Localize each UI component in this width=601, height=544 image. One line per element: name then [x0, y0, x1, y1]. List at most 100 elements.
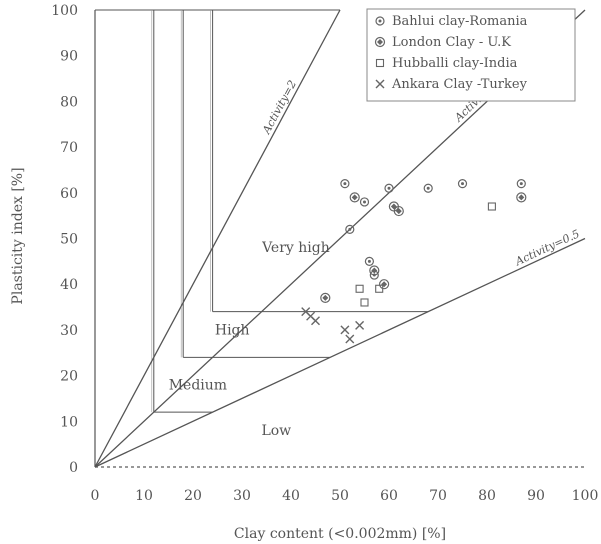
- legend-marker: [375, 16, 385, 26]
- marker-dot: [378, 19, 382, 23]
- marker-ring: [516, 192, 527, 203]
- marker-ring: [364, 256, 374, 266]
- marker-ring: [349, 192, 360, 203]
- data-point: [345, 224, 355, 234]
- data-point: [360, 298, 369, 307]
- marker-dot: [519, 182, 523, 186]
- data-point: [487, 202, 496, 211]
- marker-diamond: [371, 267, 378, 274]
- y-tick-label: 50: [60, 232, 78, 248]
- y-tick-label: 60: [60, 186, 78, 202]
- zone-label: Very high: [261, 240, 330, 256]
- legend-entry: Ankara Clay -Turkey: [391, 77, 528, 92]
- data-point: [423, 183, 433, 193]
- marker-stroke: [345, 334, 355, 344]
- marker-stroke: [355, 320, 365, 330]
- x-tick-label: 100: [572, 488, 599, 504]
- y-tick-label: 20: [60, 369, 78, 385]
- data-point: [516, 192, 527, 203]
- marker-diamond: [322, 294, 329, 301]
- y-tick-label: 70: [60, 140, 78, 156]
- marker-diamond: [518, 194, 525, 201]
- data-point: [355, 284, 364, 293]
- marker-ring: [340, 179, 350, 189]
- marker-dot: [348, 227, 352, 231]
- marker-stroke: [340, 325, 350, 335]
- y-tick-label: 80: [60, 94, 78, 110]
- data-point: [384, 183, 394, 193]
- data-point: [369, 265, 380, 276]
- data-point: [311, 316, 320, 326]
- y-axis-label: Plasticity index [%]: [10, 167, 26, 304]
- x-tick-label: 0: [91, 488, 100, 504]
- marker-ring: [516, 179, 526, 189]
- zone-label: High: [215, 322, 250, 338]
- data-point: [340, 325, 350, 335]
- marker-stroke: [375, 79, 385, 89]
- marker-ring: [374, 36, 386, 48]
- zone-boundaries: [151, 10, 429, 413]
- y-tick-label: 40: [60, 277, 78, 293]
- x-tick-label: 40: [282, 488, 300, 504]
- marker-diamond: [377, 39, 383, 45]
- legend-entry: Bahlui clay-Romania: [392, 14, 528, 29]
- data-point: [345, 334, 355, 344]
- marker-stroke: [301, 307, 311, 317]
- series-ankara-clay-turkey: [301, 307, 365, 344]
- marker-diamond: [395, 208, 402, 215]
- marker-diamond: [381, 281, 388, 288]
- y-tick-label: 100: [51, 3, 78, 19]
- marker-ring: [320, 292, 331, 304]
- data-points: [301, 179, 527, 344]
- zone-labels: Low Medium High Very high: [169, 240, 330, 439]
- x-tick-label: 60: [380, 488, 398, 504]
- legend-marker: [375, 79, 385, 89]
- marker-stroke: [311, 316, 320, 326]
- x-tick-label: 30: [233, 488, 251, 504]
- legend-marker: [374, 36, 386, 48]
- zone-label: Medium: [169, 377, 227, 393]
- x-tick-label: 90: [527, 488, 545, 504]
- data-point: [340, 179, 350, 189]
- marker-ring: [369, 265, 380, 276]
- marker-ring: [384, 183, 394, 193]
- data-point: [364, 256, 374, 266]
- activity-line-label: Activity=2: [259, 78, 299, 137]
- data-point: [393, 205, 404, 217]
- x-tick-label: 10: [135, 488, 153, 504]
- x-axis-ticks: 0 10 20 30 40 50 60 70 80 90 100: [91, 488, 599, 504]
- legend-entry: London Clay - U.K: [392, 35, 511, 50]
- activity-line: [94, 237, 586, 468]
- marker-ring: [345, 224, 355, 234]
- data-point: [349, 192, 360, 203]
- data-point: [359, 197, 370, 207]
- marker-diamond: [390, 203, 397, 210]
- marker-diamond: [351, 194, 358, 201]
- data-point: [320, 292, 331, 304]
- zone-label: Low: [261, 423, 291, 439]
- data-point: [355, 320, 365, 330]
- marker-ring: [423, 183, 433, 193]
- marker-dot: [363, 200, 366, 204]
- x-tick-label: 80: [478, 488, 496, 504]
- y-tick-label: 30: [60, 323, 78, 339]
- legend-box: [366, 8, 576, 102]
- series-hubballi-clay-india: [355, 202, 496, 307]
- marker-dot: [343, 182, 347, 186]
- marker-dot: [387, 186, 391, 190]
- x-tick-label: 70: [429, 488, 447, 504]
- y-axis-ticks: 0 10 20 30 40 50 60 70 80 90 100: [51, 3, 78, 476]
- x-tick-label: 50: [331, 488, 349, 504]
- data-point: [375, 284, 384, 293]
- marker-ring: [375, 16, 385, 26]
- legend-marker: [375, 58, 385, 68]
- activity-line-label: Activity=0.5: [513, 227, 582, 268]
- marker-ring: [393, 205, 404, 217]
- x-tick-label: 20: [184, 488, 202, 504]
- marker-ring: [359, 197, 370, 207]
- plot-frame: [94, 9, 585, 468]
- marker-dot: [426, 186, 430, 190]
- marker-dot: [461, 182, 464, 186]
- y-tick-label: 90: [60, 49, 78, 65]
